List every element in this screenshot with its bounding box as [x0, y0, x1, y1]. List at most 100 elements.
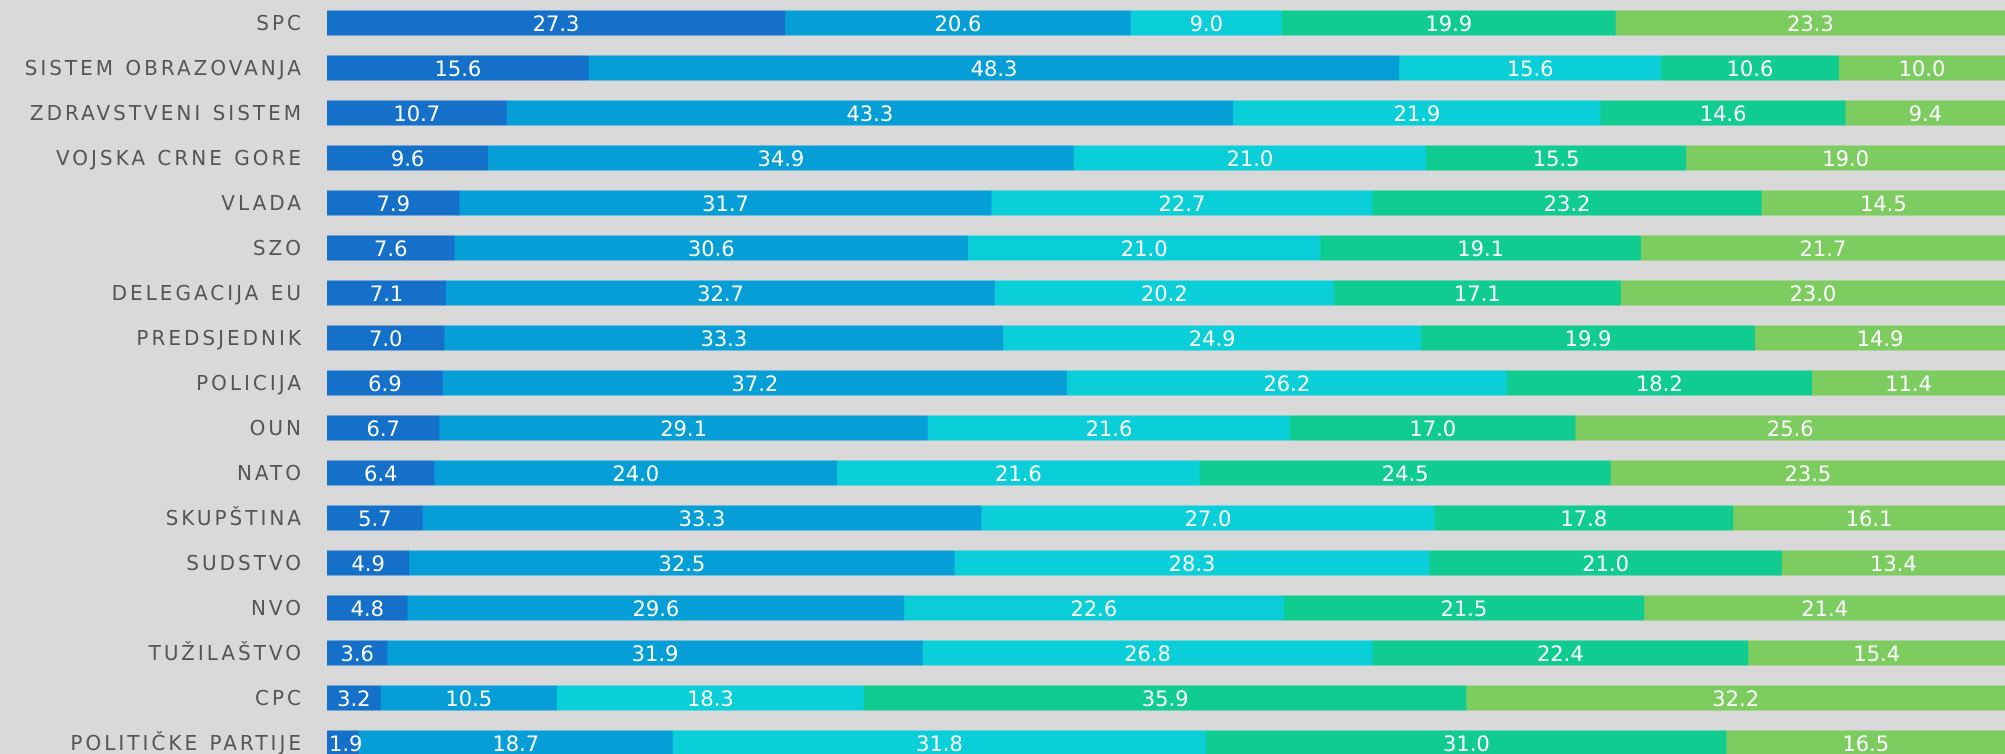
bar-segment-cpc-4 — [863, 685, 1467, 711]
category-label-politicke-partije: POLITIČKE PARTIJE — [70, 731, 304, 754]
bar-segment-cpc-3 — [556, 685, 865, 711]
value-label-nvo-4: 21.5 — [1440, 597, 1487, 621]
value-label-zdravstveni-sistem-5: 9.4 — [1909, 102, 1942, 126]
bar-segment-tuzilastvo-1 — [327, 640, 388, 666]
bar-segment-zdravstveni-sistem-1 — [327, 100, 508, 126]
bar-segment-delegacija-eu-3 — [994, 280, 1335, 306]
bar-segment-nato-4 — [1199, 460, 1612, 486]
bar-segment-policija-5 — [1812, 370, 2005, 396]
bar-segment-oun-5 — [1575, 415, 2005, 441]
value-label-zdravstveni-sistem-1: 10.7 — [393, 102, 440, 126]
value-label-sistem-obrazovanja-3: 15.6 — [1507, 57, 1554, 81]
bar-segment-szo-4 — [1320, 235, 1642, 261]
bar-segment-vojska-crne-gore-2 — [488, 145, 1075, 171]
bar-segment-zdravstveni-sistem-5 — [1845, 100, 2005, 126]
category-label-vojska-crne-gore: VOJSKA CRNE GORE — [56, 146, 304, 170]
value-labels: 27.3 20.6 9.0 19.9 23.3 15.6 48.3 15.6 10.6 10.0 1… — [329, 12, 1945, 754]
bar-segment-nvo-1 — [327, 595, 409, 621]
category-label-predsjednik: PREDSJEDNIK — [136, 326, 304, 350]
bar-segment-cpc-5 — [1466, 685, 2005, 711]
bar-segment-vlada-1 — [327, 190, 461, 216]
category-label-nvo: NVO — [251, 596, 304, 620]
value-label-vlada-4: 23.2 — [1544, 192, 1591, 216]
value-label-skupstina-2: 33.3 — [679, 507, 726, 531]
bar-segment-predsjednik-1 — [327, 325, 445, 351]
value-label-predsjednik-5: 14.9 — [1857, 327, 1904, 351]
value-label-delegacija-eu-3: 20.2 — [1141, 282, 1188, 306]
bar-segment-skupstina-2 — [422, 505, 982, 531]
category-label-policija: POLICIJA — [196, 371, 304, 395]
bar-segment-zdravstveni-sistem-3 — [1233, 100, 1602, 126]
category-label-szo: SZO — [253, 236, 304, 260]
bar-segment-skupstina-1 — [327, 505, 424, 531]
bar-segment-skupstina-5 — [1733, 505, 2005, 531]
category-label-cpc: CPC — [255, 686, 304, 710]
bar-segment-zdravstveni-sistem-2 — [506, 100, 1234, 126]
bar-segment-oun-1 — [327, 415, 440, 441]
value-label-policija-3: 26.2 — [1263, 372, 1310, 396]
bar-segment-policija-3 — [1067, 370, 1508, 396]
bar-segment-delegacija-eu-1 — [327, 280, 447, 306]
value-label-politicke-partije-1: 1.9 — [329, 732, 362, 754]
value-label-sudstvo-3: 28.3 — [1169, 552, 1216, 576]
value-label-nato-5: 23.5 — [1784, 462, 1831, 486]
value-label-skupstina-4: 17.8 — [1560, 507, 1607, 531]
bar-segment-tuzilastvo-4 — [1372, 640, 1749, 666]
value-label-predsjednik-4: 19.9 — [1565, 327, 1612, 351]
category-label-vlada: VLADA — [221, 191, 304, 215]
category-label-tuzilastvo: TUŽILAŠTVO — [148, 641, 304, 665]
category-label-oun: OUN — [250, 416, 304, 440]
value-label-zdravstveni-sistem-4: 14.6 — [1700, 102, 1747, 126]
bar-segment-delegacija-eu-2 — [446, 280, 996, 306]
value-label-szo-4: 19.1 — [1457, 237, 1504, 261]
value-label-vlada-5: 14.5 — [1860, 192, 1907, 216]
bar-segment-sistem-obrazovanja-2 — [588, 55, 1400, 81]
value-label-nato-1: 6.4 — [364, 462, 397, 486]
bar-segment-politicke-partije-4 — [1206, 730, 1727, 754]
value-label-nato-4: 24.5 — [1382, 462, 1429, 486]
value-label-vlada-2: 31.7 — [702, 192, 749, 216]
bar-segment-nvo-4 — [1283, 595, 1645, 621]
value-label-tuzilastvo-5: 15.4 — [1853, 642, 1900, 666]
bar-segment-vlada-5 — [1761, 190, 2005, 216]
value-label-skupstina-1: 5.7 — [358, 507, 391, 531]
bar-segment-szo-5 — [1640, 235, 2005, 261]
bar-segment-politicke-partije-2 — [358, 730, 674, 754]
bar-segment-szo-2 — [454, 235, 969, 261]
value-label-policija-2: 37.2 — [732, 372, 779, 396]
value-label-szo-2: 30.6 — [688, 237, 735, 261]
value-label-sudstvo-2: 32.5 — [659, 552, 706, 576]
value-label-skupstina-5: 16.1 — [1846, 507, 1893, 531]
bar-segment-skupstina-3 — [981, 505, 1435, 531]
value-label-predsjednik-3: 24.9 — [1189, 327, 1236, 351]
bar-segment-tuzilastvo-3 — [922, 640, 1373, 666]
value-label-nvo-1: 4.8 — [351, 597, 384, 621]
value-label-vojska-crne-gore-4: 15.5 — [1533, 147, 1580, 171]
value-label-vojska-crne-gore-5: 19.0 — [1822, 147, 1869, 171]
value-label-oun-1: 6.7 — [367, 417, 400, 441]
bar-segments — [327, 10, 2005, 754]
category-label-sistem-obrazovanja: SISTEM OBRAZOVANJA — [25, 56, 304, 80]
value-label-politicke-partije-5: 16.5 — [1842, 732, 1889, 754]
value-label-skupstina-3: 27.0 — [1185, 507, 1232, 531]
bar-segment-vlada-4 — [1372, 190, 1763, 216]
value-label-vojska-crne-gore-1: 9.6 — [391, 147, 424, 171]
bar-segment-tuzilastvo-5 — [1748, 640, 2005, 666]
bar-segment-policija-4 — [1506, 370, 1813, 396]
bar-segment-sistem-obrazovanja-3 — [1399, 55, 1662, 81]
category-label-zdravstveni-sistem: ZDRAVSTVENI SISTEM — [30, 101, 304, 125]
bar-segment-vojska-crne-gore-5 — [1686, 145, 2005, 171]
bar-segment-sistem-obrazovanja-4 — [1661, 55, 1840, 81]
value-label-vlada-3: 22.7 — [1159, 192, 1206, 216]
value-label-cpc-3: 18.3 — [687, 687, 734, 711]
bar-segment-oun-3 — [927, 415, 1291, 441]
value-label-spc-3: 9.0 — [1190, 12, 1223, 36]
bar-segment-predsjednik-5 — [1754, 325, 2005, 351]
value-label-sudstvo-4: 21.0 — [1582, 552, 1629, 576]
value-label-nato-3: 21.6 — [995, 462, 1042, 486]
category-labels: SPC SISTEM OBRAZOVANJA ZDRAVSTVENI SISTEM V… — [25, 11, 304, 754]
value-label-szo-1: 7.6 — [374, 237, 407, 261]
bar-segment-vojska-crne-gore-3 — [1073, 145, 1427, 171]
value-label-sistem-obrazovanja-4: 10.6 — [1727, 57, 1774, 81]
